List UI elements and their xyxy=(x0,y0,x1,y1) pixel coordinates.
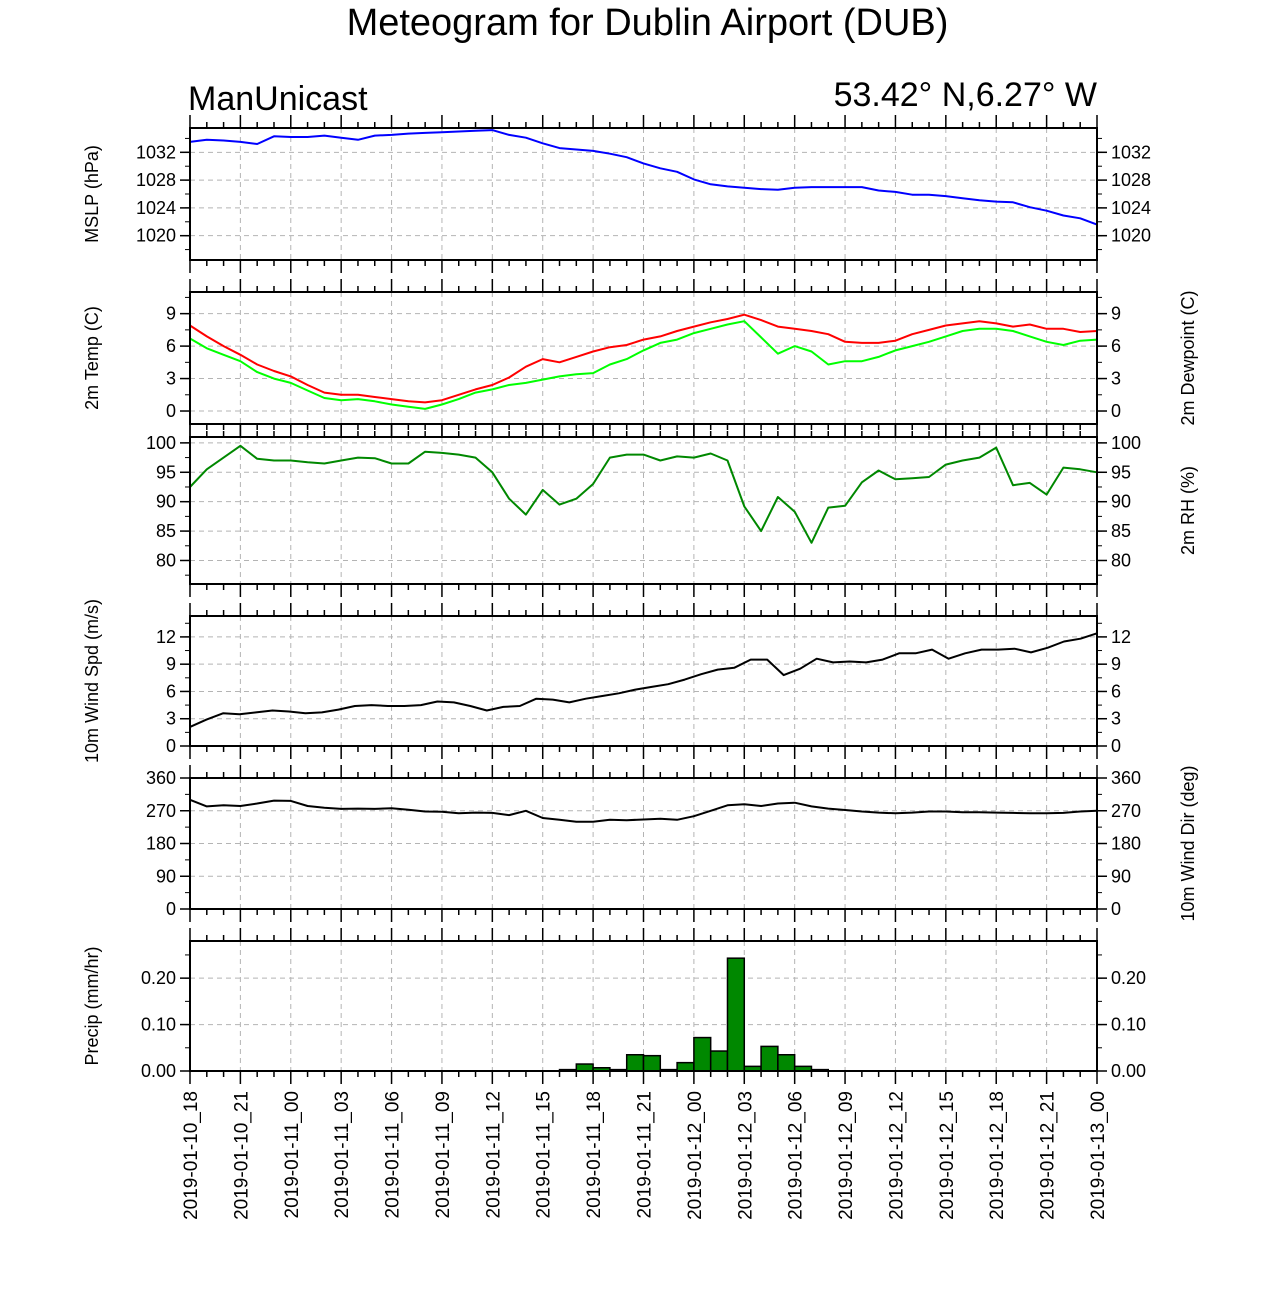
y-tick-label: 0.20 xyxy=(141,968,176,988)
y-tick-label: 6 xyxy=(1111,336,1121,356)
precip-bar xyxy=(760,1045,779,1072)
precip-left-axis-label: Precip (mm/hr) xyxy=(82,946,102,1065)
temp-series-line xyxy=(189,313,1098,404)
y-tick-label: 0 xyxy=(166,401,176,421)
y-tick-label: 95 xyxy=(156,462,176,482)
y-tick-label: 0 xyxy=(1111,736,1121,756)
y-tick-label: 90 xyxy=(156,866,176,886)
precip-bar xyxy=(726,957,746,1072)
y-tick-label: 180 xyxy=(1111,834,1141,854)
y-tick-label: 80 xyxy=(1111,550,1131,570)
y-tick-label: 90 xyxy=(1111,492,1131,512)
y-tick-label: 360 xyxy=(1111,768,1141,788)
x-tick-label: 2019-01-11_15 xyxy=(534,1091,555,1218)
y-tick-label: 1024 xyxy=(136,198,176,218)
wspd-left-axis-label: 10m Wind Spd (m/s) xyxy=(82,599,102,763)
y-tick-label: 0 xyxy=(1111,899,1121,919)
y-tick-label: 270 xyxy=(1111,801,1141,821)
y-tick-label: 9 xyxy=(166,654,176,674)
y-tick-label: 100 xyxy=(1111,433,1141,453)
y-tick-label: 9 xyxy=(1111,654,1121,674)
y-tick-label: 0 xyxy=(166,736,176,756)
y-tick-label: 3 xyxy=(1111,709,1121,729)
x-tick-label: 2019-01-11_06 xyxy=(383,1091,404,1218)
temp-series-line xyxy=(189,320,1098,410)
precip-bar xyxy=(625,1054,645,1072)
x-tick-label: 2019-01-11_03 xyxy=(332,1091,353,1218)
y-tick-label: 80 xyxy=(156,550,176,570)
y-tick-label: 9 xyxy=(166,304,176,324)
y-tick-label: 1024 xyxy=(1111,198,1151,218)
x-tick-label: 2019-01-12_03 xyxy=(735,1091,756,1220)
x-tick-label: 2019-01-12_15 xyxy=(937,1091,958,1220)
y-tick-label: 90 xyxy=(1111,866,1131,886)
y-tick-label: 1032 xyxy=(136,142,176,162)
temp-left-axis-label: 2m Temp (C) xyxy=(82,306,102,410)
x-tick-label: 2019-01-11_21 xyxy=(635,1091,656,1218)
y-tick-label: 0.00 xyxy=(141,1061,176,1081)
location-coordinates: 53.42° N,6.27° W xyxy=(833,76,1097,114)
y-tick-label: 360 xyxy=(146,768,176,788)
rh-right-axis-label: 2m RH (%) xyxy=(1178,466,1198,555)
precip-bar xyxy=(642,1054,662,1072)
x-tick-label: 2019-01-13_00 xyxy=(1088,1091,1109,1220)
y-tick-label: 6 xyxy=(1111,681,1121,701)
y-tick-label: 180 xyxy=(146,834,176,854)
y-tick-label: 1028 xyxy=(136,170,176,190)
precip-bar xyxy=(676,1061,695,1072)
wspd-series-line xyxy=(189,632,1098,728)
y-tick-label: 1020 xyxy=(1111,226,1151,246)
y-tick-label: 3 xyxy=(166,369,176,389)
wdir-series-line xyxy=(189,798,1098,823)
y-tick-label: 9 xyxy=(1111,304,1121,324)
mslp-series-line xyxy=(189,129,1098,226)
y-tick-label: 100 xyxy=(146,433,176,453)
precip-bar xyxy=(709,1050,729,1072)
y-tick-label: 0.10 xyxy=(1111,1015,1146,1035)
x-tick-label: 2019-01-11_00 xyxy=(282,1091,303,1218)
y-tick-label: 0.10 xyxy=(141,1015,176,1035)
y-tick-label: 1028 xyxy=(1111,170,1151,190)
x-tick-label: 2019-01-12_21 xyxy=(1038,1091,1059,1220)
y-tick-label: 12 xyxy=(1111,627,1131,647)
x-tick-label: 2019-01-12_18 xyxy=(987,1091,1008,1220)
y-tick-label: 0.00 xyxy=(1111,1061,1146,1081)
mslp-left-axis-label: MSLP (hPa) xyxy=(82,145,102,243)
rh-series-line xyxy=(189,444,1098,544)
chart-title: Meteogram for Dublin Airport (DUB) xyxy=(346,2,949,44)
x-tick-label: 2019-01-11_18 xyxy=(584,1091,605,1218)
y-tick-label: 90 xyxy=(156,492,176,512)
wdir-right-axis-label: 10m Wind Dir (deg) xyxy=(1178,765,1198,921)
precip-bar xyxy=(693,1036,712,1072)
model-name: ManUnicast xyxy=(188,80,368,118)
x-tick-label: 2019-01-12_06 xyxy=(786,1091,807,1220)
x-tick-label: 2019-01-11_12 xyxy=(483,1091,504,1218)
y-tick-label: 85 xyxy=(1111,521,1131,541)
temp-right-axis-label: 2m Dewpoint (C) xyxy=(1178,290,1198,425)
x-tick-label: 2019-01-12_12 xyxy=(886,1091,907,1220)
precip-bar xyxy=(575,1063,594,1072)
x-tick-label: 2019-01-11_09 xyxy=(433,1091,454,1218)
y-tick-label: 85 xyxy=(156,521,176,541)
y-tick-label: 3 xyxy=(166,709,176,729)
y-tick-label: 95 xyxy=(1111,462,1131,482)
y-tick-label: 0.20 xyxy=(1111,968,1146,988)
y-tick-label: 1020 xyxy=(136,226,176,246)
x-tick-label: 2019-01-12_09 xyxy=(836,1091,857,1220)
y-tick-label: 3 xyxy=(1111,369,1121,389)
y-tick-label: 12 xyxy=(156,627,176,647)
y-tick-label: 0 xyxy=(1111,401,1121,421)
y-tick-label: 6 xyxy=(166,681,176,701)
y-tick-label: 0 xyxy=(166,899,176,919)
y-tick-label: 270 xyxy=(146,801,176,821)
x-tick-label: 2019-01-10_18 xyxy=(181,1091,202,1220)
y-tick-label: 1032 xyxy=(1111,142,1151,162)
precip-bar xyxy=(777,1054,796,1072)
x-tick-label: 2019-01-10_21 xyxy=(231,1091,252,1220)
x-tick-label: 2019-01-12_00 xyxy=(685,1091,706,1220)
y-tick-label: 6 xyxy=(166,336,176,356)
